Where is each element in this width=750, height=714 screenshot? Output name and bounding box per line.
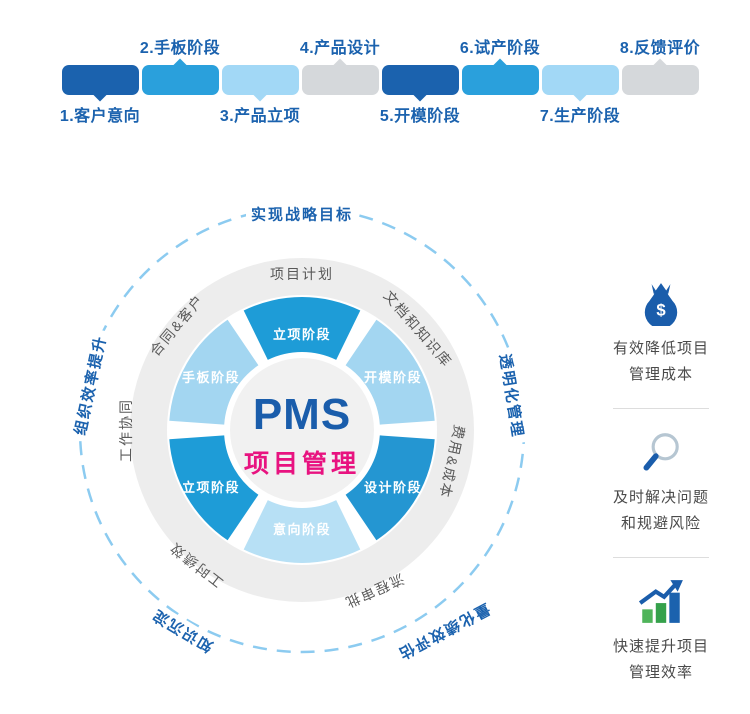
wedge-shouban <box>169 319 259 425</box>
wedge-label: 立项阶段 <box>182 480 240 495</box>
segment-pointer-up <box>651 58 669 76</box>
process-timeline <box>62 58 702 102</box>
benefit-text: 及时解决问题 和规避风险 <box>613 485 709 537</box>
timeline-stage-label-4: 4.产品设计 <box>299 40 381 57</box>
module-ring <box>130 258 474 602</box>
ring-label-collaboration: 工作协同 <box>118 398 134 462</box>
benefit-line: 及时解决问题 <box>612 489 709 506</box>
pms-title: PMS <box>252 390 352 439</box>
timeline-stage-label-3: 3.产品立项 <box>219 108 301 125</box>
benefit-text: 快速提升项目 管理效率 <box>613 634 709 686</box>
segment-pointer-up <box>331 58 349 76</box>
segment-pointer-down <box>411 84 429 102</box>
wedge-lixiang-bottom <box>169 435 259 541</box>
timeline-stage-label-6: 6.试产阶段 <box>459 40 541 57</box>
timeline-stage-label-5: 5.开模阶段 <box>379 108 461 125</box>
benefit-text: 有效降低项目 管理成本 <box>613 336 709 388</box>
benefit-line: 管理成本 <box>628 366 693 383</box>
timeline-segment-6 <box>462 58 539 95</box>
circle-diagram-graphic: 立项阶段 开模阶段 设计阶段 意向阶段 立项阶段 手板阶段 <box>78 206 526 654</box>
benefit-line: 快速提升项目 <box>612 638 709 655</box>
wedge-label: 手板阶段 <box>182 370 240 385</box>
timeline-segment-4 <box>302 58 379 95</box>
benefit-line: 和规避风险 <box>620 515 701 532</box>
timeline-stage-label-8: 8.反馈评价 <box>619 40 701 57</box>
timeline-stage-label-2: 2.手板阶段 <box>139 40 221 57</box>
wedge-label: 立项阶段 <box>273 327 331 342</box>
benefit-cost: $ 有效降低项目 管理成本 <box>613 280 709 388</box>
benefits-panel: $ 有效降低项目 管理成本 及时解决问题 和规避风险 <box>595 280 727 686</box>
ring-label-project-plan: 项目计划 <box>270 266 334 282</box>
benefit-efficiency: 快速提升项目 管理效率 <box>613 578 709 686</box>
timeline-segment-1 <box>62 65 139 102</box>
benefit-risk: 及时解决问题 和规避风险 <box>613 429 709 537</box>
center-text-block: PMS 项目管理 <box>212 393 392 480</box>
divider <box>613 408 709 409</box>
segment-pointer-down <box>91 84 109 102</box>
wedge-yixiang <box>243 500 361 563</box>
timeline-segment-5 <box>382 65 459 102</box>
growth-chart-icon <box>638 580 683 623</box>
segment-pointer-down <box>251 84 269 102</box>
wedge-label: 意向阶段 <box>273 522 331 537</box>
timeline-segment-2 <box>142 58 219 95</box>
wedge-label: 开模阶段 <box>364 370 422 385</box>
timeline-segment-8 <box>622 58 699 95</box>
wedge-label: 设计阶段 <box>364 480 422 495</box>
wedge-sheji <box>345 435 435 541</box>
pms-subtitle: 项目管理 <box>243 450 360 478</box>
center-hub-circle <box>230 358 374 502</box>
benefit-line: 管理效率 <box>628 664 693 681</box>
dollar-glyph: $ <box>656 301 666 320</box>
timeline-segment-3 <box>222 65 299 102</box>
outer-label-strategy: 实现战略目标 <box>245 202 359 226</box>
money-bag-icon: $ <box>644 283 678 326</box>
segment-pointer-up <box>171 58 189 76</box>
wedge-lixiang-top <box>243 297 361 360</box>
magnifier-icon <box>643 433 679 471</box>
timeline-stage-label-7: 7.生产阶段 <box>539 108 621 125</box>
divider <box>613 557 709 558</box>
benefit-line: 有效降低项目 <box>612 340 709 357</box>
timeline-segment-7 <box>542 65 619 102</box>
segment-pointer-up <box>491 58 509 76</box>
wedge-kaimo <box>345 319 435 425</box>
segment-pointer-down <box>571 84 589 102</box>
pms-circle-diagram: 立项阶段 开模阶段 设计阶段 意向阶段 立项阶段 手板阶段 项目计划 文档和知识… <box>67 200 532 669</box>
timeline-stage-label-1: 1.客户意向 <box>59 108 141 125</box>
